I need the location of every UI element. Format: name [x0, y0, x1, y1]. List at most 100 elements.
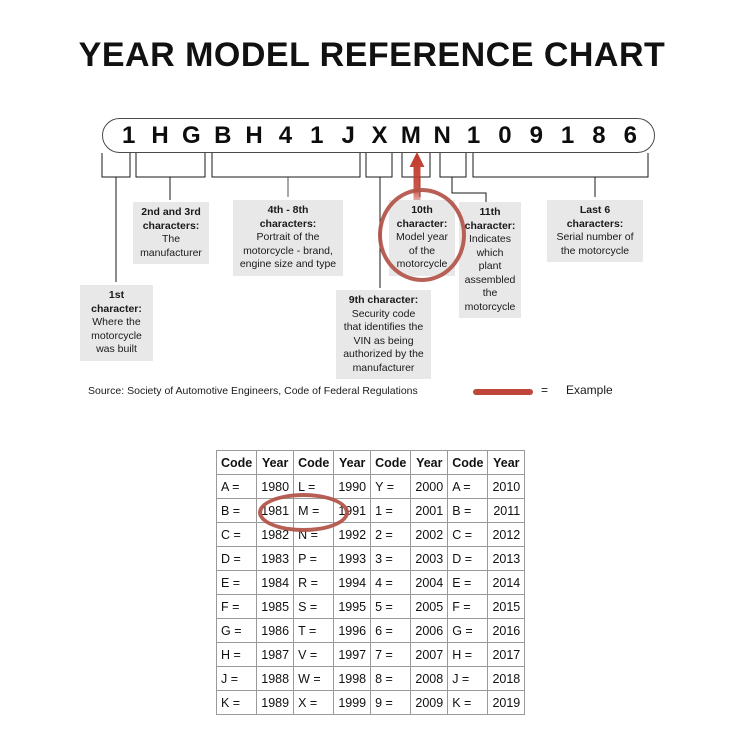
cell-code: D = [215, 546, 258, 571]
table-row: C = 1982 N = 1992 2 = 2002 C = 2012 [215, 522, 526, 547]
cell-code: P = [293, 546, 335, 571]
vin-char-4: B [214, 122, 232, 149]
table-header-row: Code Year Code Year Code Year Code Year [215, 450, 526, 475]
column-header-year-6: Year [410, 450, 449, 475]
cell-code: T = [293, 618, 335, 643]
column-header-code-7: Code [447, 450, 489, 475]
cell-year: 2008 [410, 666, 449, 691]
cell-year: 1987 [256, 642, 295, 667]
cell-year: 2018 [487, 666, 526, 691]
cell-code: C = [447, 522, 489, 547]
cell-year: 2013 [487, 546, 526, 571]
table-row: D = 1983 P = 1993 3 = 2003 D = 2013 [215, 546, 526, 571]
table-row: E = 1984 R = 1994 4 = 2004 E = 2014 [215, 570, 526, 595]
table-row: G = 1986 T = 1996 6 = 2006 G = 2016 [215, 618, 526, 643]
cell-year: 1985 [256, 594, 295, 619]
cell-year: 1993 [333, 546, 372, 571]
cell-code: K = [447, 690, 489, 715]
cell-year: 2002 [410, 522, 449, 547]
callout-fourth-eighth-characters: 4th - 8th characters: Portrait of the mo… [233, 200, 343, 276]
cell-year: 2001 [410, 498, 449, 523]
vin-char-3: G [182, 122, 201, 149]
vin-char-6: 4 [278, 122, 293, 149]
cell-code: 3 = [370, 546, 412, 571]
red-arrow-pointer [409, 152, 425, 205]
column-header-code-5: Code [370, 450, 412, 475]
cell-code: G = [447, 618, 489, 643]
vin-char-10: M [400, 122, 421, 149]
cell-code: K = [215, 690, 258, 715]
highlight-ellipse-tenth-character [378, 188, 466, 282]
cell-code: E = [447, 570, 489, 595]
callout-first-character: 1st character: Where the motorcycle was … [80, 285, 153, 361]
cell-year: 1986 [256, 618, 295, 643]
cell-code: H = [447, 642, 489, 667]
cell-year: 2009 [410, 690, 449, 715]
cell-year: 2017 [487, 642, 526, 667]
cell-year: 1992 [333, 522, 372, 547]
highlight-ellipse-m-1991 [258, 493, 349, 532]
cell-code: 5 = [370, 594, 412, 619]
cell-year: 2015 [487, 594, 526, 619]
callout-second-third-characters: 2nd and 3rd characters: The manufacturer [133, 202, 209, 264]
cell-code: R = [293, 570, 335, 595]
table-row: F = 1985 S = 1995 5 = 2005 F = 2015 [215, 594, 526, 619]
cell-code: S = [293, 594, 335, 619]
vin-char-13: 0 [498, 122, 512, 149]
cell-year: 2000 [410, 474, 449, 499]
callout-ninth-character: 9th character: Security code that identi… [336, 290, 431, 379]
cell-year: 2007 [410, 642, 449, 667]
cell-code: 1 = [370, 498, 412, 523]
cell-year: 2014 [487, 570, 526, 595]
vin-char-9: X [371, 122, 388, 149]
cell-year: 1996 [333, 618, 372, 643]
cell-year: 1988 [256, 666, 295, 691]
column-header-year-8: Year [487, 450, 526, 475]
cell-code: W = [293, 666, 335, 691]
table-row: K = 1989 X = 1999 9 = 2009 K = 2019 [215, 690, 526, 715]
vin-char-7: 1 [310, 122, 324, 149]
cell-code: A = [447, 474, 489, 499]
vin-char-5: H [245, 122, 263, 149]
vin-char-12: 1 [466, 122, 481, 149]
cell-year: 1984 [256, 570, 295, 595]
cell-year: 1999 [333, 690, 372, 715]
cell-year: 2012 [487, 522, 526, 547]
cell-code: 2 = [370, 522, 412, 547]
cell-code: E = [215, 570, 258, 595]
cell-year: 2019 [487, 690, 526, 715]
vin-char-15: 1 [560, 122, 575, 149]
cell-year: 2011 [487, 498, 526, 523]
cell-code: V = [293, 642, 335, 667]
cell-year: 1989 [256, 690, 295, 715]
cell-code: 4 = [370, 570, 412, 595]
legend-example-label: Example [566, 383, 613, 397]
cell-code: F = [215, 594, 258, 619]
cell-code: 6 = [370, 618, 412, 643]
cell-code: J = [215, 666, 258, 691]
connector-lines [101, 152, 649, 288]
vin-char-11: N [433, 122, 451, 149]
cell-code: H = [215, 642, 258, 667]
cell-year: 1998 [333, 666, 372, 691]
cell-code: X = [293, 690, 335, 715]
source-line: Source: Society of Automotive Engineers,… [88, 385, 418, 397]
column-header-code-1: Code [215, 450, 258, 475]
cell-code: F = [447, 594, 489, 619]
cell-year: 1997 [333, 642, 372, 667]
vin-char-2: H [151, 122, 169, 149]
cell-code: Y = [370, 474, 412, 499]
vin-char-17: 6 [623, 122, 637, 149]
table-row: A = 1980 L = 1990 Y = 2000 A = 2010 [215, 474, 526, 499]
vin-char-16: 8 [592, 122, 606, 149]
cell-code: J = [447, 666, 489, 691]
column-header-year-4: Year [333, 450, 372, 475]
table-row: J = 1988 W = 1998 8 = 2008 J = 2018 [215, 666, 526, 691]
cell-code: 9 = [370, 690, 412, 715]
year-code-table-wrap: Code Year Code Year Code Year Code Year A = 1980… [215, 450, 526, 715]
cell-year: 2016 [487, 618, 526, 643]
cell-code: G = [215, 618, 258, 643]
cell-code: A = [215, 474, 258, 499]
